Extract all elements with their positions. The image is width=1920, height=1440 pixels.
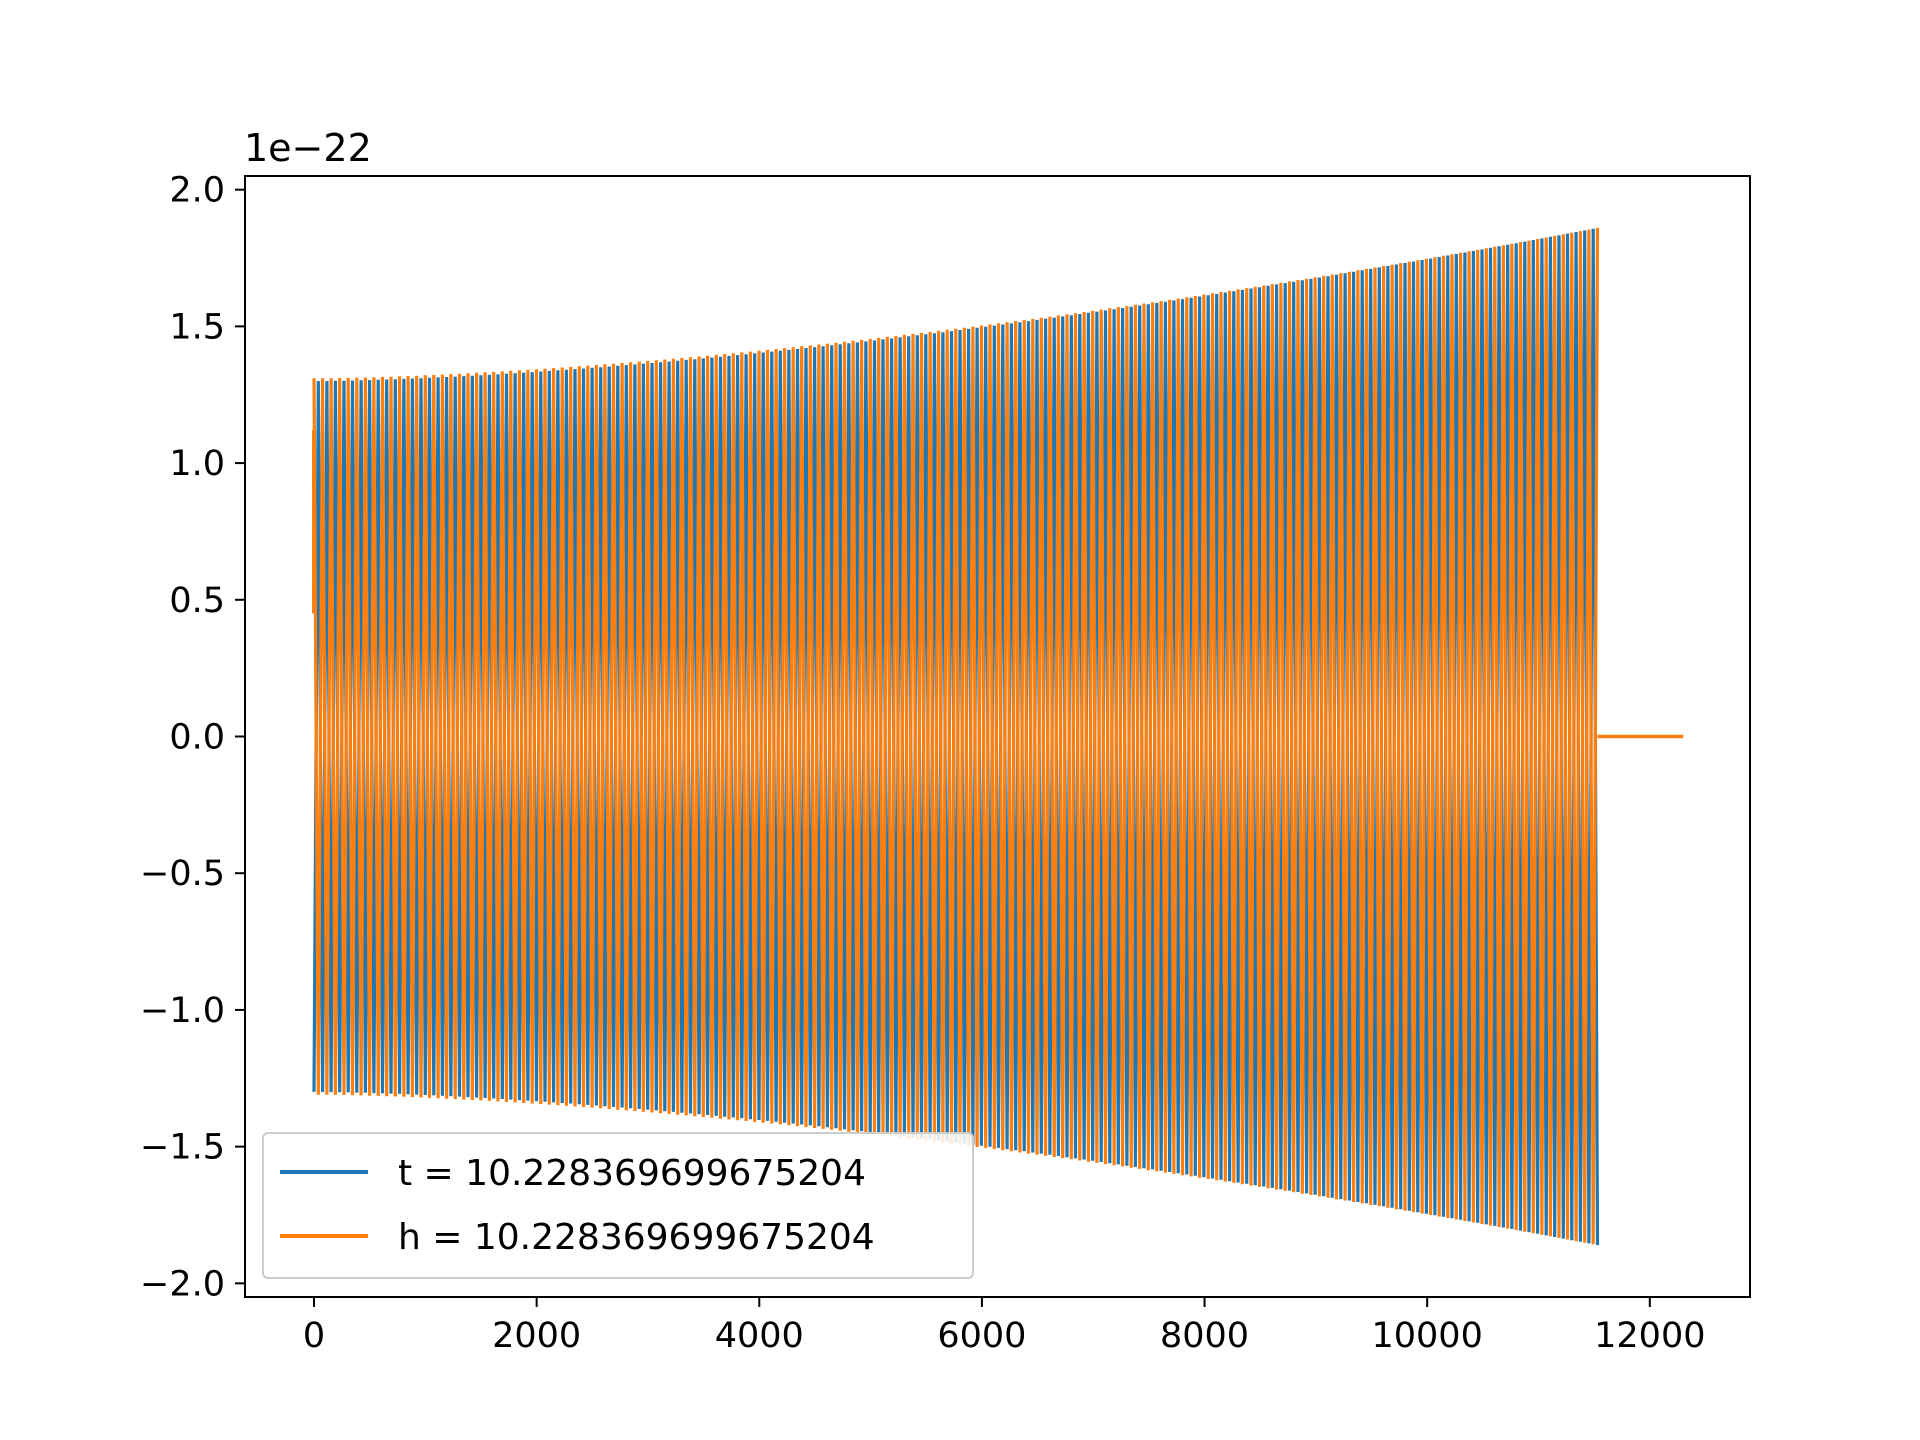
y-tick-label: −0.5: [140, 854, 225, 894]
legend-box: [262, 1132, 974, 1279]
x-tick-label: 12000: [1594, 1316, 1705, 1356]
series-layer: [312, 227, 1684, 1246]
y-tick-label: 0.5: [169, 581, 225, 621]
x-tick-label: 6000: [937, 1316, 1026, 1356]
legend-label: t = 10.228369699675204: [398, 1153, 866, 1194]
x-tick-label: 2000: [492, 1316, 581, 1356]
legend-label: h = 10.228369699675204: [398, 1217, 875, 1258]
y-tick-label: 2.0: [169, 171, 225, 211]
y-tick-label: −1.0: [140, 991, 225, 1031]
x-tick-label: 4000: [715, 1316, 804, 1356]
legend: t = 10.228369699675204 h = 10.22836969967…: [262, 1132, 974, 1279]
y-tick-label: −1.5: [140, 1128, 225, 1168]
series-line-h: [312, 227, 1600, 1245]
x-tick-label: 10000: [1372, 1316, 1483, 1356]
x-tick-label: 0: [303, 1316, 325, 1356]
y-axis: 2.0 1.5 1.0 0.5 0.0 −0.5 −1.0 −1.5 −2.0: [140, 171, 245, 1304]
y-tick-label: −2.0: [140, 1264, 225, 1304]
y-tick-label: 0.0: [169, 718, 225, 758]
y-tick-label: 1.0: [169, 444, 225, 484]
x-tick-label: 8000: [1160, 1316, 1249, 1356]
y-offset-label: 1e−22: [244, 126, 372, 170]
y-tick-label: 1.5: [169, 307, 225, 347]
x-axis: 0 2000 4000 6000 8000 10000 12000: [303, 1297, 1705, 1356]
